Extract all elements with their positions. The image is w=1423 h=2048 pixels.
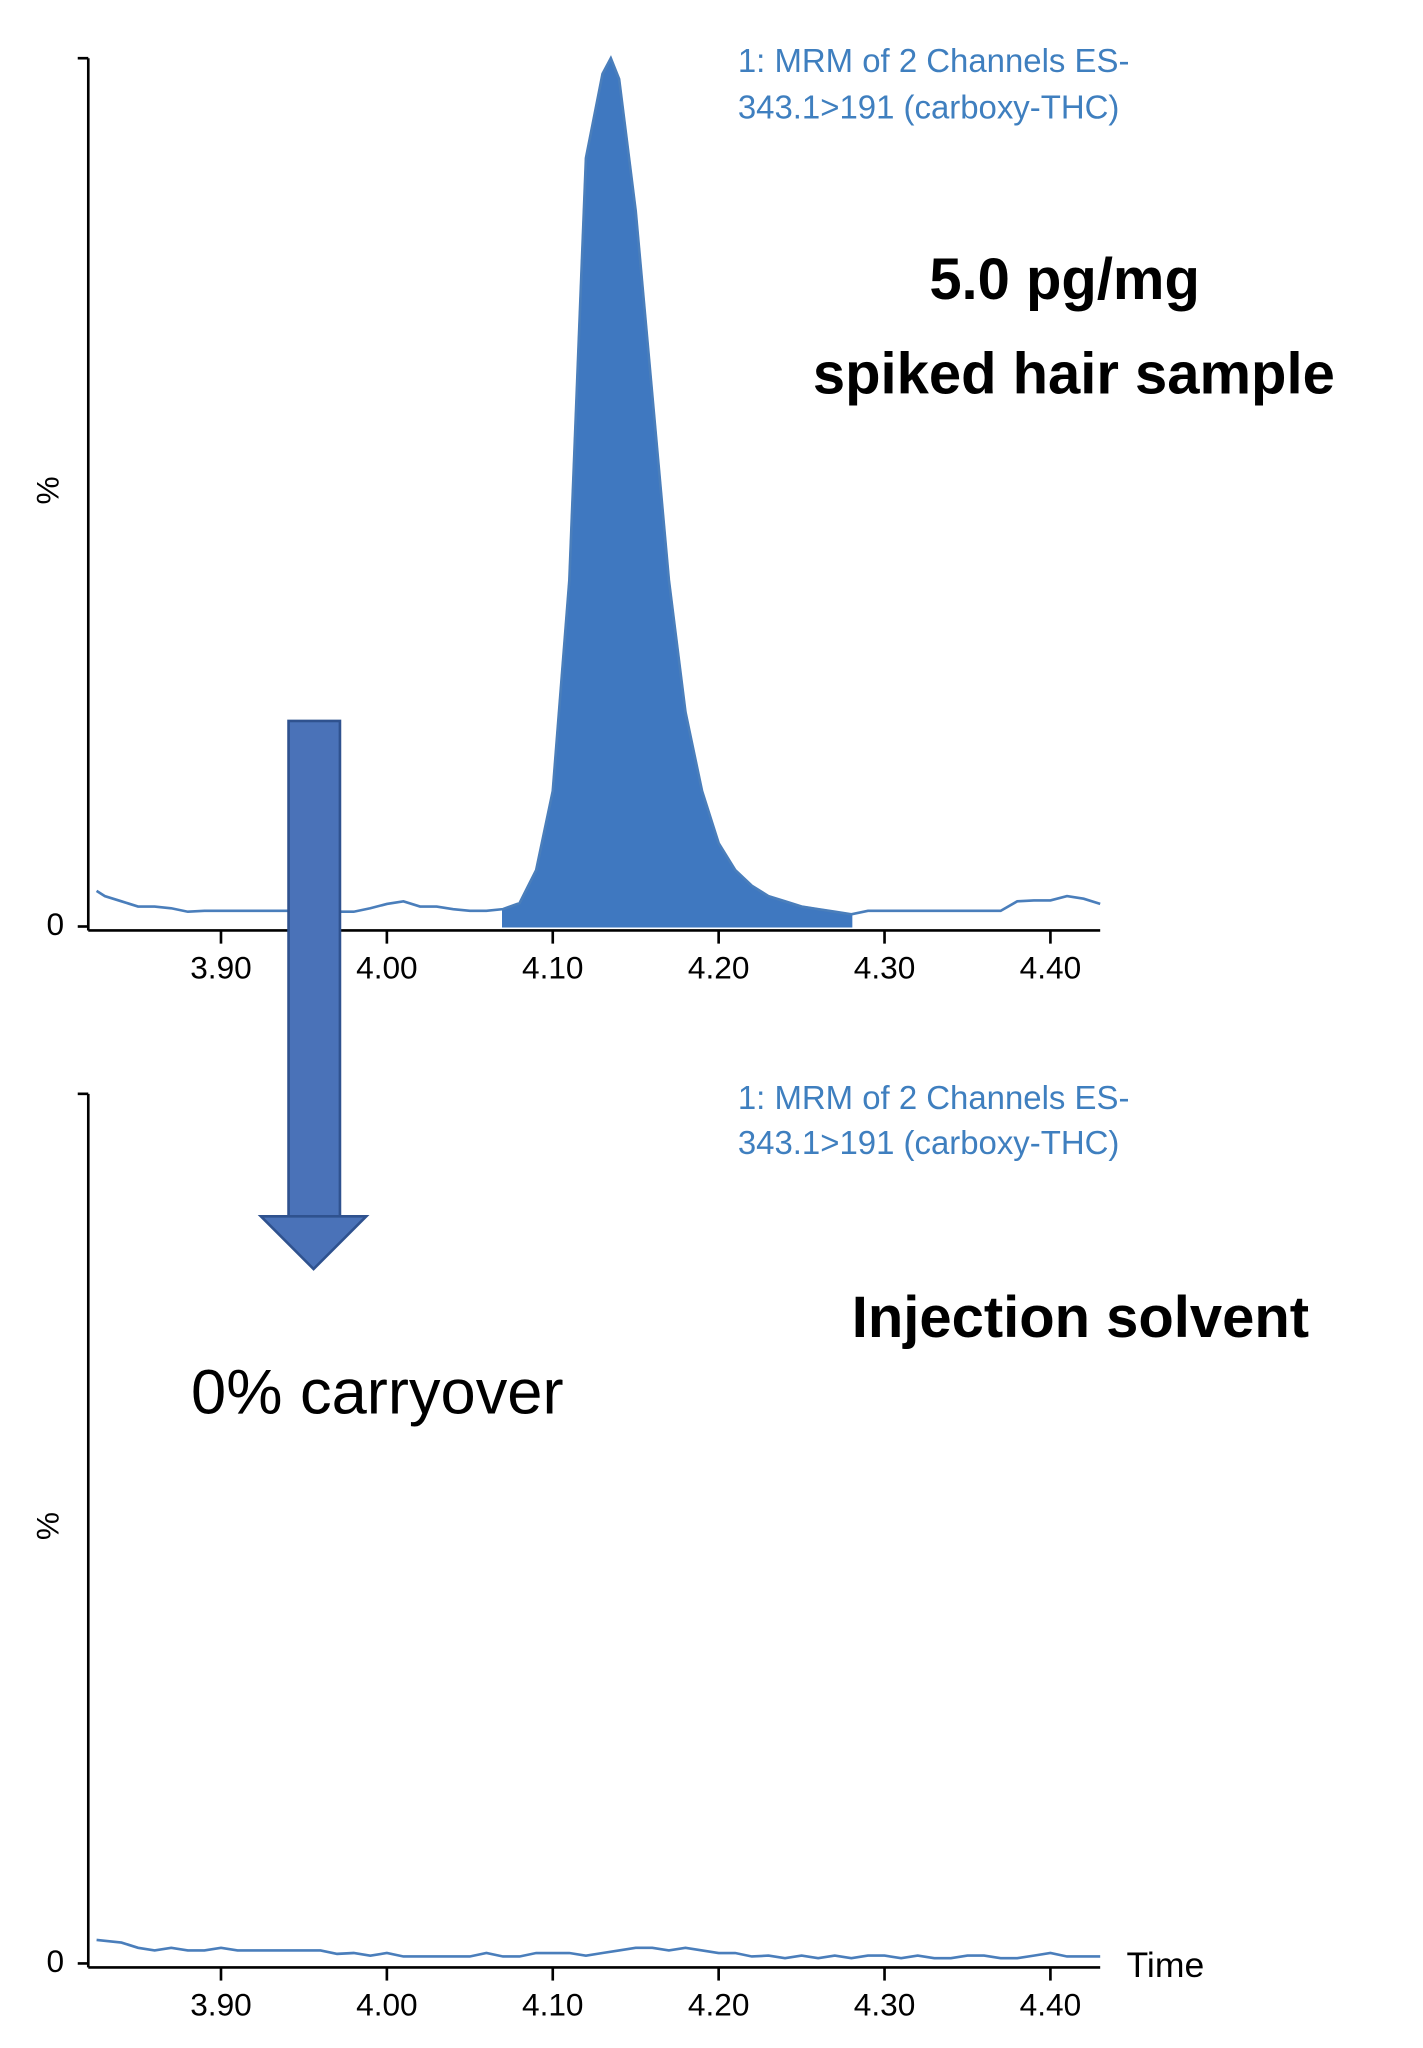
x-tick-label: 4.20: [688, 1986, 750, 2022]
y-axis-label: %: [29, 1512, 65, 1540]
x-tick-label: 4.10: [522, 1986, 584, 2022]
arrow: [257, 719, 370, 1271]
y-tick-label: 0: [47, 906, 65, 942]
x-tick-label: 4.20: [688, 949, 750, 985]
sample-label: spiked hair sample: [813, 343, 1335, 407]
subtitle: 1: MRM of 2 Channels ES-: [738, 42, 1130, 79]
annotation: 0% carryover: [191, 1358, 564, 1428]
x-tick-label: 4.00: [356, 1986, 418, 2022]
x-tick-label: 4.10: [522, 949, 584, 985]
x-tick-label: 4.40: [1020, 1986, 1082, 2022]
x-tick-label: 3.90: [190, 949, 252, 985]
trace: [95, 55, 1101, 916]
x-tick-label: 4.00: [356, 949, 418, 985]
y-axis-label: %: [29, 476, 65, 504]
subtitle: 1: MRM of 2 Channels ES-: [738, 1079, 1130, 1116]
subtitle: 343.1>191 (carboxy-THC): [738, 88, 1120, 125]
x-tick-label: 4.30: [854, 949, 916, 985]
y-tick-label: 0: [47, 1943, 65, 1979]
sample-label: 5.0 pg/mg: [929, 248, 1200, 312]
x-axis-label: Time: [1127, 1945, 1205, 1985]
trace: [96, 1938, 1101, 1960]
x-tick-label: 4.40: [1020, 949, 1082, 985]
x-tick-label: 3.90: [190, 1986, 252, 2022]
peak-area: [502, 55, 853, 928]
x-tick-label: 4.30: [854, 1986, 916, 2022]
sample-label: Injection solvent: [852, 1286, 1309, 1350]
subtitle: 343.1>191 (carboxy-THC): [738, 1124, 1120, 1161]
